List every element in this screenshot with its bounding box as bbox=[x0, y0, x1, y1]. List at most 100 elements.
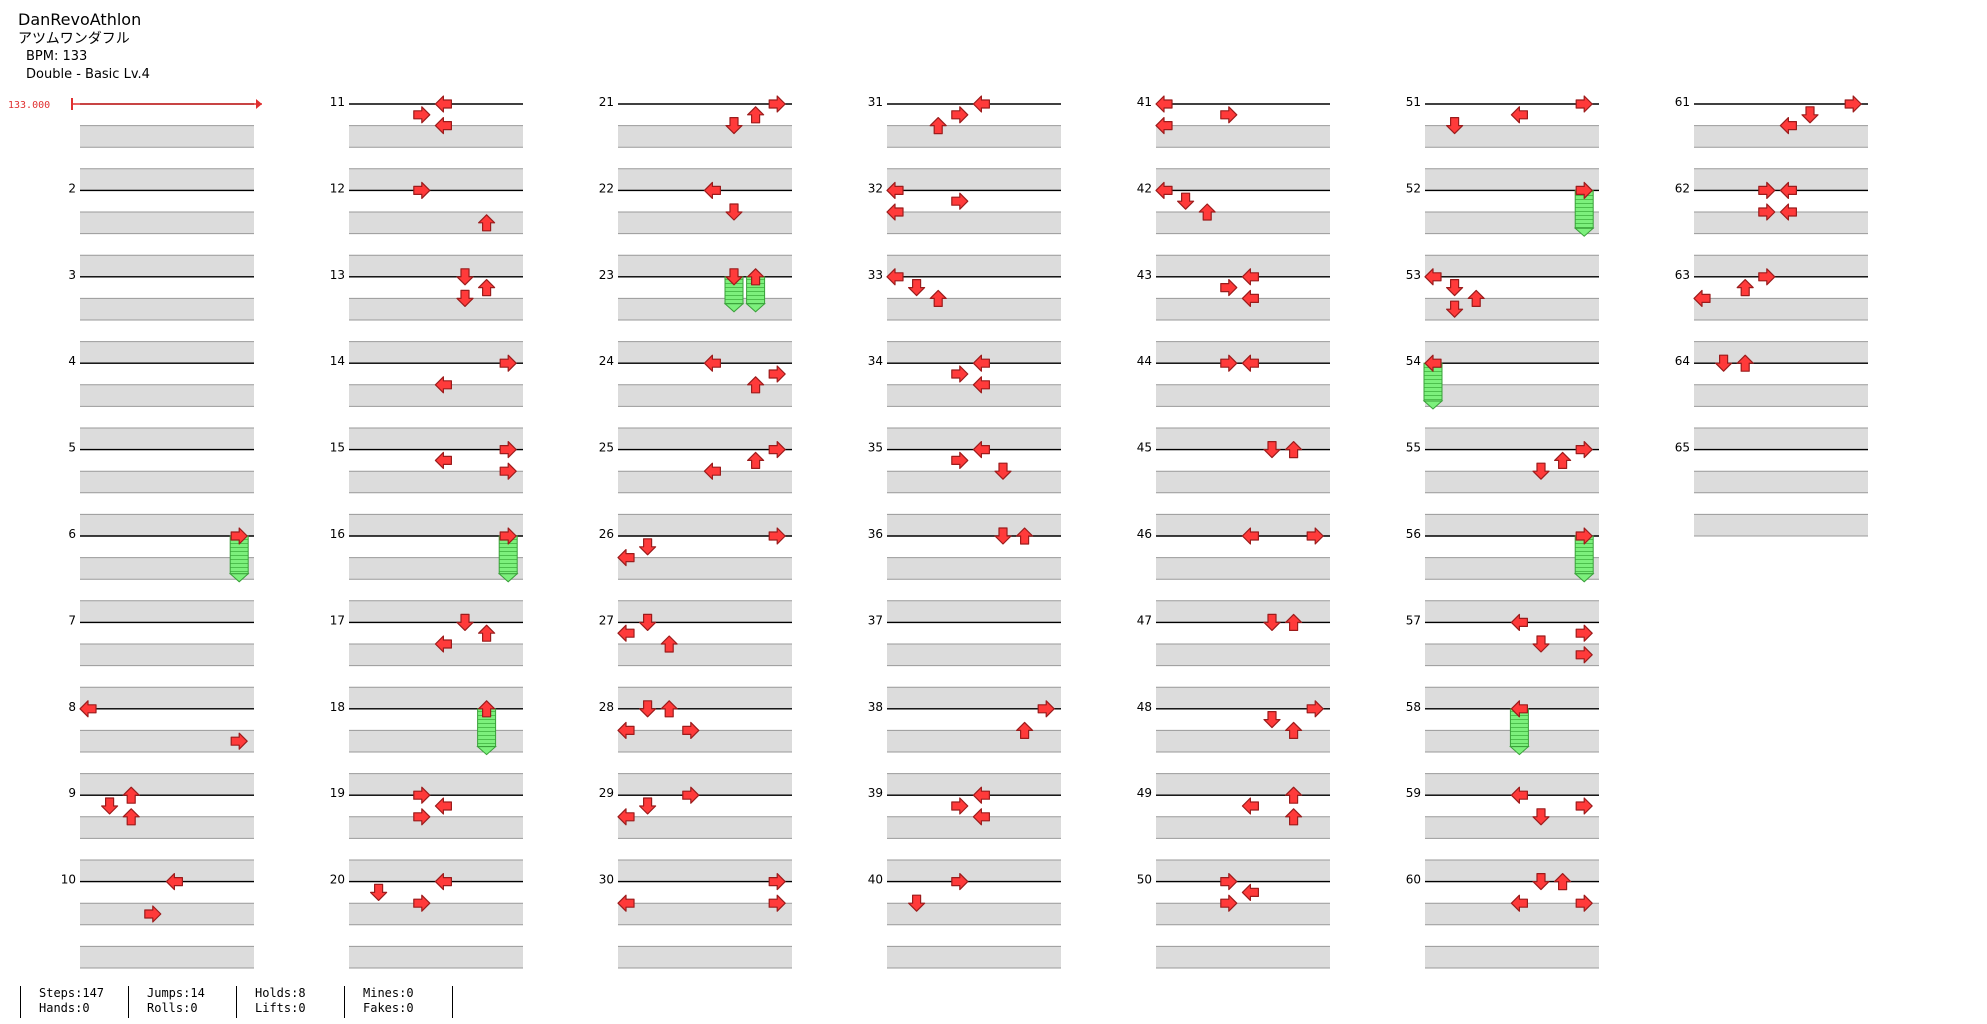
measure-34: 34 bbox=[868, 354, 1061, 451]
beat-band bbox=[1425, 687, 1599, 709]
measure-61: 61 bbox=[1675, 95, 1868, 191]
beat-band bbox=[618, 514, 792, 536]
measure-10: 10 bbox=[61, 873, 254, 969]
beat-band bbox=[1694, 384, 1868, 407]
arrow-left-icon bbox=[1155, 95, 1173, 113]
arrow-down-icon bbox=[1801, 106, 1819, 124]
beat-band bbox=[80, 860, 254, 882]
measure-number: 61 bbox=[1675, 95, 1690, 109]
measure-16: 16 bbox=[330, 527, 523, 623]
measure-59: 59 bbox=[1406, 786, 1599, 883]
beat-band bbox=[349, 903, 523, 925]
measure-number: 29 bbox=[599, 786, 614, 800]
beat-band bbox=[618, 255, 792, 277]
beat-band bbox=[887, 557, 1061, 580]
measure-number: 60 bbox=[1406, 873, 1421, 887]
measure-number: 14 bbox=[330, 354, 345, 368]
beat-band bbox=[80, 212, 254, 234]
beat-band bbox=[1156, 471, 1330, 493]
arrow-down-icon bbox=[907, 279, 926, 297]
beat-band bbox=[1156, 298, 1330, 320]
measure-27: 27 bbox=[599, 613, 792, 710]
arrow-up-icon bbox=[478, 624, 496, 642]
beat-band bbox=[887, 341, 1061, 364]
beat-band bbox=[1425, 341, 1599, 364]
beat-band bbox=[1156, 860, 1330, 882]
beat-band bbox=[618, 903, 792, 925]
beat-band bbox=[887, 298, 1061, 320]
beat-band bbox=[618, 816, 792, 839]
bpm-line-end-triangle bbox=[256, 99, 262, 109]
beat-band bbox=[618, 384, 792, 407]
measure-number: 22 bbox=[599, 181, 614, 195]
measure-54: 54 bbox=[1406, 354, 1599, 451]
bpm-markers: 133.000 bbox=[8, 98, 262, 111]
beat-band bbox=[80, 341, 254, 364]
beat-band bbox=[349, 773, 523, 796]
measure-number: 33 bbox=[868, 268, 883, 282]
beat-band bbox=[1425, 946, 1599, 968]
arrow-right-icon bbox=[1220, 279, 1238, 297]
measure-number: 46 bbox=[1137, 527, 1152, 541]
arrow-right-icon bbox=[1575, 797, 1593, 815]
measure-number: 48 bbox=[1137, 700, 1152, 714]
arrow-right-icon bbox=[1844, 95, 1862, 113]
beat-band bbox=[1425, 125, 1599, 148]
beat-band bbox=[618, 946, 792, 968]
measure-number: 15 bbox=[330, 441, 345, 455]
measure-number: 37 bbox=[868, 613, 883, 627]
steps-count: Steps:147 bbox=[39, 986, 105, 1000]
measure-7: 7 bbox=[68, 613, 254, 710]
song-subtitle: アツムワンダフル bbox=[18, 31, 130, 47]
arrow-down-icon bbox=[638, 538, 657, 556]
measure-number: 28 bbox=[599, 700, 614, 714]
beat-band bbox=[1156, 384, 1330, 407]
beat-band bbox=[887, 687, 1061, 709]
beat-band bbox=[1156, 903, 1330, 925]
beat-band bbox=[887, 644, 1061, 666]
measure-63: 63 bbox=[1675, 268, 1868, 364]
measure-48: 48 bbox=[1137, 700, 1330, 796]
measure-number: 26 bbox=[599, 527, 614, 541]
beat-band bbox=[349, 816, 523, 839]
song-header: DanRevoAthlon アツムワンダフル BPM: 133 Double -… bbox=[18, 10, 150, 84]
stats-col-mines: Mines:0 Fakes:0 bbox=[344, 986, 471, 1018]
beat-band bbox=[1425, 600, 1599, 623]
arrow-left-icon bbox=[434, 451, 452, 469]
beat-band bbox=[887, 384, 1061, 407]
measure-2: 2 bbox=[68, 181, 254, 278]
lifts-count: Lifts:0 bbox=[255, 1001, 306, 1015]
measure-number: 3 bbox=[68, 268, 76, 282]
beat-band bbox=[1425, 860, 1599, 882]
arrow-right-icon bbox=[768, 95, 786, 113]
measure-24: 24 bbox=[599, 354, 792, 451]
beat-band bbox=[349, 946, 523, 968]
mines-count: Mines:0 bbox=[363, 986, 414, 1000]
measure-number: 51 bbox=[1406, 95, 1421, 109]
rolls-count: Rolls:0 bbox=[147, 1001, 198, 1015]
measure-grid: 2345678910111213141516171819202122232425… bbox=[61, 95, 1868, 969]
measure-45: 45 bbox=[1137, 441, 1330, 537]
beat-band bbox=[80, 816, 254, 839]
beat-band bbox=[618, 860, 792, 882]
measure-number: 63 bbox=[1675, 268, 1690, 282]
beat-band bbox=[1425, 168, 1599, 191]
measure-number: 41 bbox=[1137, 95, 1152, 109]
beat-band bbox=[887, 212, 1061, 234]
arrow-up-icon bbox=[1736, 279, 1754, 297]
measure-number: 58 bbox=[1406, 700, 1421, 714]
measure-64: 64 bbox=[1675, 354, 1868, 451]
measure-41: 41 bbox=[1137, 95, 1330, 191]
measure-21: 21 bbox=[599, 95, 792, 191]
beat-band bbox=[887, 816, 1061, 839]
beat-band bbox=[80, 298, 254, 320]
beat-band bbox=[1694, 255, 1868, 277]
measure-number: 40 bbox=[868, 873, 883, 887]
arrow-right-icon bbox=[413, 106, 431, 124]
hold-note bbox=[476, 708, 497, 756]
beat-band bbox=[1156, 816, 1330, 839]
beat-band bbox=[887, 600, 1061, 623]
measure-26: 26 bbox=[599, 527, 792, 623]
beat-band bbox=[1425, 384, 1599, 407]
measure-number: 31 bbox=[868, 95, 883, 109]
